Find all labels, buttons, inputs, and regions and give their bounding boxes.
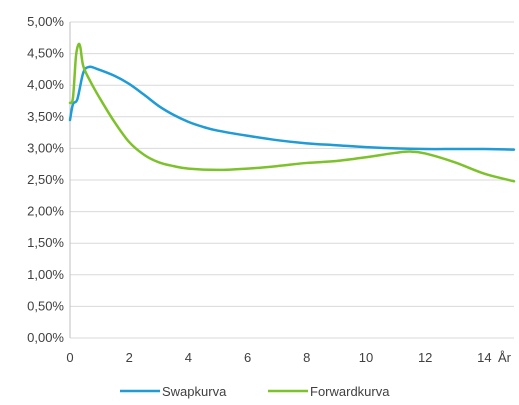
y-tick-label: 2,50% bbox=[27, 172, 64, 187]
x-tick-label: 0 bbox=[66, 350, 73, 365]
y-tick-label: 3,50% bbox=[27, 109, 64, 124]
legend-label: Swapkurva bbox=[162, 384, 227, 399]
x-tick-label: 12 bbox=[418, 350, 432, 365]
y-tick-label: 0,50% bbox=[27, 298, 64, 313]
x-tick-label: 10 bbox=[359, 350, 373, 365]
series-line-forwardkurva bbox=[68, 42, 516, 183]
x-axis: 0 2 4 6 8 10 12 14 År bbox=[66, 350, 511, 365]
x-unit-label: År bbox=[498, 350, 512, 365]
x-tick-label: 8 bbox=[303, 350, 310, 365]
y-tick-label: 3,00% bbox=[27, 140, 64, 155]
x-tick-label: 2 bbox=[126, 350, 133, 365]
series-lines bbox=[68, 42, 516, 183]
y-tick-label: 1,00% bbox=[27, 267, 64, 282]
series-line-swapkurva bbox=[68, 65, 516, 151]
y-tick-label: 0,00% bbox=[27, 330, 64, 345]
gridlines bbox=[70, 21, 514, 339]
y-tick-label: 1,50% bbox=[27, 235, 64, 250]
y-tick-label: 2,00% bbox=[27, 204, 64, 219]
y-tick-label: 4,50% bbox=[27, 46, 64, 61]
y-tick-label: 5,00% bbox=[27, 14, 64, 29]
legend: Swapkurva Forwardkurva bbox=[120, 384, 390, 399]
legend-label: Forwardkurva bbox=[310, 384, 390, 399]
x-tick-label: 14 bbox=[477, 350, 491, 365]
y-tick-label: 4,00% bbox=[27, 77, 64, 92]
x-tick-label: 6 bbox=[244, 350, 251, 365]
y-axis: 0,00% 0,50% 1,00% 1,50% 2,00% 2,50% 3,00% 3,50%… bbox=[27, 14, 71, 345]
x-tick-label: 4 bbox=[185, 350, 192, 365]
